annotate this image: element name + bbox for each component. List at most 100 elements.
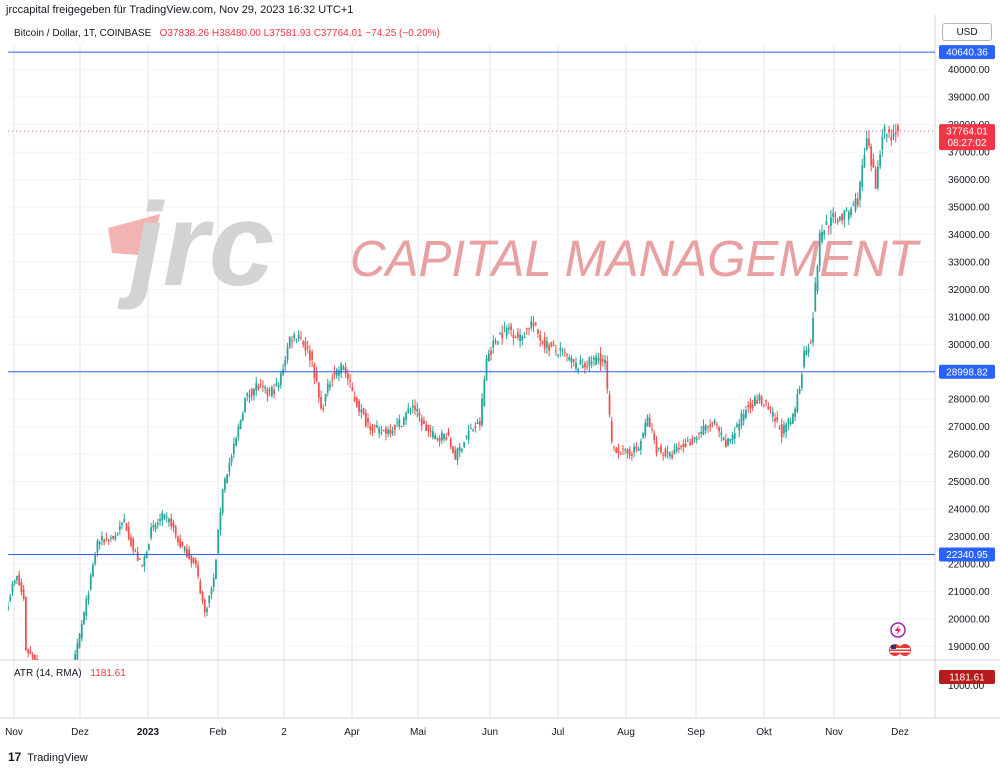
candle-body bbox=[519, 334, 521, 342]
level-price-label: 40640.36 bbox=[946, 48, 988, 59]
y-tick-label: 40000.00 bbox=[948, 65, 990, 76]
currency-selector[interactable]: USD bbox=[942, 23, 992, 41]
candle-body bbox=[539, 334, 542, 341]
candle-body bbox=[161, 512, 164, 521]
candle-body bbox=[771, 412, 774, 417]
candle-body bbox=[675, 447, 678, 452]
y-tick-label: 24000.00 bbox=[948, 504, 990, 515]
candle-body bbox=[861, 165, 864, 187]
candle-body bbox=[396, 422, 398, 424]
lightning-icon[interactable] bbox=[890, 622, 906, 638]
candle-body bbox=[879, 154, 882, 167]
candle-body bbox=[105, 537, 108, 539]
candle-body bbox=[130, 537, 132, 546]
candle-body bbox=[579, 359, 582, 365]
candle-body bbox=[181, 541, 184, 546]
candle-body bbox=[273, 389, 276, 394]
candle-body bbox=[156, 522, 159, 525]
candle-body bbox=[584, 363, 586, 368]
candle-body bbox=[192, 557, 195, 563]
candle-body bbox=[554, 350, 557, 352]
candle-body bbox=[528, 327, 530, 329]
candle-body bbox=[745, 410, 747, 418]
candle-body bbox=[373, 425, 376, 427]
candle-body bbox=[427, 425, 430, 431]
candle-body bbox=[765, 400, 767, 403]
candle-body bbox=[434, 435, 437, 440]
x-tick-label: 2 bbox=[281, 727, 287, 738]
candle-body bbox=[800, 374, 803, 388]
candle-body bbox=[409, 410, 412, 412]
candle-body bbox=[798, 388, 801, 394]
candle-body bbox=[127, 526, 130, 540]
candle-body bbox=[809, 342, 812, 344]
candle-body bbox=[438, 437, 441, 442]
candle-body bbox=[264, 386, 267, 389]
candle-body bbox=[599, 353, 602, 366]
candle-body bbox=[776, 417, 779, 421]
atr-legend[interactable]: ATR (14, RMA) 1181.61 bbox=[14, 668, 126, 679]
candle-body bbox=[686, 441, 689, 443]
candle-body bbox=[499, 333, 501, 335]
candle-body bbox=[845, 209, 848, 211]
candle-body bbox=[8, 606, 9, 610]
y-tick-label: 19000.00 bbox=[948, 642, 990, 653]
candle-body bbox=[449, 438, 452, 447]
candle-body bbox=[134, 550, 137, 552]
y-tick-label: 33000.00 bbox=[948, 257, 990, 268]
candle-body bbox=[141, 564, 144, 566]
candle-body bbox=[194, 559, 197, 565]
candle-body bbox=[888, 129, 890, 133]
candle-body bbox=[619, 453, 622, 455]
candle-body bbox=[179, 538, 182, 548]
candle-body bbox=[452, 446, 454, 454]
candle-body bbox=[478, 421, 481, 426]
candle-body bbox=[487, 353, 490, 362]
candle-body bbox=[774, 418, 776, 422]
candle-body bbox=[315, 370, 318, 382]
candle-body bbox=[816, 266, 819, 292]
candle-body bbox=[729, 438, 732, 442]
candle-body bbox=[385, 428, 387, 434]
symbol-legend[interactable]: Bitcoin / Dollar, 1T, COINBASE O37838.26… bbox=[14, 28, 440, 39]
candle-body bbox=[136, 552, 139, 561]
side-icons[interactable] bbox=[888, 622, 918, 662]
candle-body bbox=[311, 351, 314, 360]
candle-body bbox=[476, 422, 479, 425]
candle-body bbox=[197, 565, 199, 577]
y-tick-label: 22000.00 bbox=[948, 559, 990, 570]
candle-body bbox=[671, 454, 674, 458]
candle-body bbox=[154, 524, 157, 530]
candle-body bbox=[872, 159, 875, 168]
candle-body bbox=[389, 429, 392, 435]
candle-body bbox=[402, 417, 405, 425]
candle-body bbox=[208, 595, 211, 604]
candle-body bbox=[440, 432, 443, 441]
y-tick-label: 26000.00 bbox=[948, 450, 990, 461]
candle-body bbox=[13, 580, 16, 584]
candle-body bbox=[474, 426, 477, 429]
y-tick-label: 35000.00 bbox=[948, 202, 990, 213]
candle-body bbox=[856, 198, 859, 206]
y-tick-label: 21000.00 bbox=[948, 587, 990, 598]
flags-icon[interactable] bbox=[889, 644, 911, 656]
candle-body bbox=[376, 425, 378, 428]
candle-body bbox=[172, 522, 175, 528]
candle-body bbox=[322, 408, 325, 410]
candle-body bbox=[601, 358, 604, 362]
y-tick-label: 25000.00 bbox=[948, 477, 990, 488]
candle-body bbox=[199, 581, 202, 594]
candle-body bbox=[707, 426, 709, 428]
candle-body bbox=[727, 438, 729, 446]
tradingview-brand: TradingView bbox=[27, 752, 88, 764]
tradingview-logo[interactable]: 17 TradingView bbox=[8, 750, 88, 764]
candle-body bbox=[286, 347, 289, 360]
candle-body bbox=[655, 441, 658, 454]
candle-body bbox=[785, 423, 788, 433]
candle-body bbox=[244, 397, 246, 413]
candle-body bbox=[516, 332, 519, 338]
candle-body bbox=[695, 438, 698, 440]
candle-body bbox=[525, 327, 528, 329]
candle-body bbox=[617, 448, 620, 454]
